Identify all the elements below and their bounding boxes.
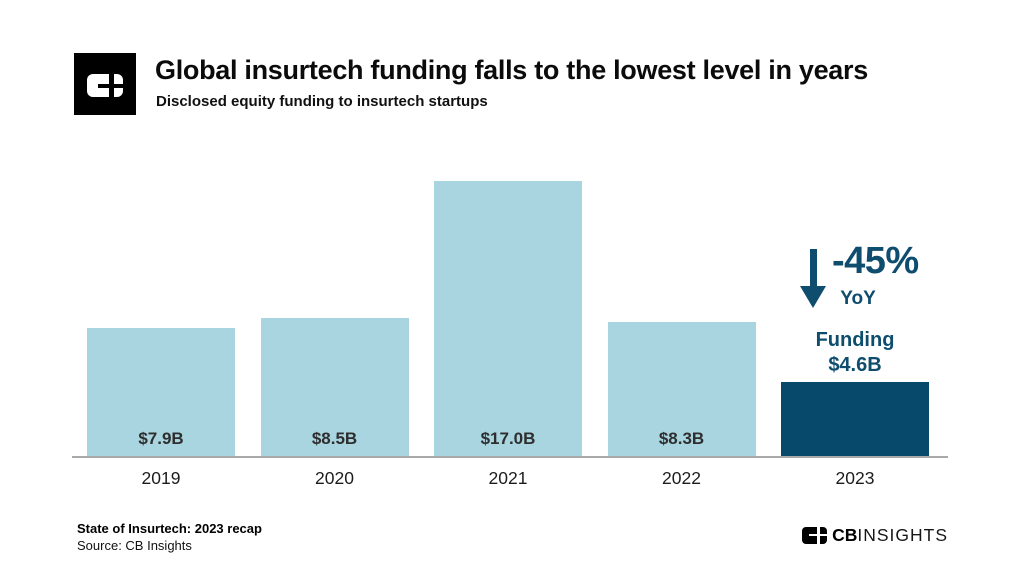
page-subtitle: Disclosed equity funding to insurtech st… [156,93,488,110]
x-tick-label-2023: 2023 [835,468,875,488]
down-arrow-icon [800,249,826,308]
page-title: Global insurtech funding falls to the lo… [155,55,868,85]
yoy-percent-change: -45% [832,240,919,282]
yoy-label: YoY [840,288,876,309]
wordmark-insights: INSIGHTS [857,524,948,545]
bar-2023 [781,382,929,456]
bar-chart: $7.9B 2019 $8.5B 2020 $17.0B 2021 $8.3B 2022 202… [72,160,948,488]
cbinsights-wordmark: CB INSIGHTS [802,525,948,545]
x-axis-line [72,456,948,458]
cbinsights-mark-icon [87,74,123,98]
x-tick-label-2021: 2021 [488,468,528,488]
cbinsights-logo-icon [74,53,136,115]
cbinsights-mark-icon [802,526,828,544]
footer-note: State of Insurtech: 2023 recap Source: C… [77,521,262,553]
bar-2019: $7.9B [87,328,235,456]
funding-callout: Funding $4.6B [785,328,925,378]
bar-value-label: $8.3B [658,429,705,448]
funding-callout-value: $4.6B [828,354,882,376]
bar-value-label: $7.9B [138,429,184,448]
source-credit: Source: CB Insights [77,538,192,553]
bar-value-label: $17.0B [480,429,536,448]
report-name: State of Insurtech: 2023 recap [77,521,262,536]
x-tick-label-2020: 2020 [315,468,354,488]
x-tick-label-2019: 2019 [141,468,181,488]
x-tick-label-2022: 2022 [662,468,701,488]
bar-value-label: $8.5B [311,429,358,448]
bar-2020: $8.5B [260,318,409,456]
bar-2022: $8.3B [607,322,756,456]
wordmark-cb: CB [832,524,858,545]
bar-2021: $17.0B [434,181,582,456]
funding-callout-label: Funding [815,329,895,351]
